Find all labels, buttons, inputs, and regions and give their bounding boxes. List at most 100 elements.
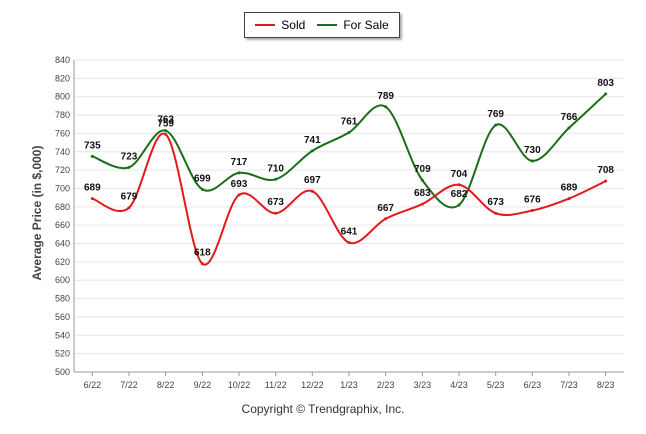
data-label-for-sale: 803 — [597, 78, 614, 89]
x-tick-label: 3/23 — [414, 380, 432, 390]
data-point-sold — [200, 262, 204, 266]
data-point-sold — [457, 183, 461, 187]
copyright: Copyright © Trendgraphix, Inc. — [241, 402, 405, 416]
data-point-sold — [90, 197, 94, 201]
data-point-for-sale — [494, 123, 498, 127]
legend-label-for-sale: For Sale — [343, 18, 389, 32]
data-label-for-sale: 717 — [231, 157, 248, 168]
data-label-sold: 689 — [84, 183, 101, 194]
data-label-sold: 697 — [304, 175, 321, 186]
x-tick-label: 6/22 — [84, 380, 102, 390]
data-point-sold — [494, 211, 498, 215]
data-point-sold — [530, 208, 534, 212]
y-tick-label: 620 — [55, 257, 70, 267]
y-tick-label: 800 — [55, 92, 70, 102]
data-point-for-sale — [310, 149, 314, 153]
data-label-sold: 618 — [194, 248, 211, 259]
x-tick-label: 1/23 — [340, 380, 358, 390]
x-tick-label: 6/23 — [524, 380, 542, 390]
data-label-sold: 679 — [121, 192, 138, 203]
y-tick-label: 700 — [55, 183, 70, 193]
y-tick-label: 660 — [55, 220, 70, 230]
y-tick-label: 780 — [55, 110, 70, 120]
legend-item-for-sale: For Sale — [317, 18, 389, 32]
data-label-sold: 689 — [561, 183, 578, 194]
x-tick-label: 8/23 — [597, 380, 615, 390]
data-label-for-sale: 735 — [84, 140, 101, 151]
y-tick-label: 820 — [55, 73, 70, 83]
x-tick-label: 5/23 — [487, 380, 505, 390]
legend-swatch-sold — [255, 24, 276, 26]
series-line-for-sale — [91, 93, 607, 209]
y-tick-label: 640 — [55, 239, 70, 249]
data-label-for-sale: 769 — [487, 109, 504, 120]
legend-swatch-for-sale — [317, 24, 338, 26]
x-tick-label: 10/22 — [228, 380, 251, 390]
data-point-for-sale — [384, 105, 388, 109]
x-tick-label: 7/23 — [560, 380, 578, 390]
data-label-sold: 641 — [341, 227, 358, 238]
data-label-for-sale: 789 — [377, 91, 394, 102]
data-point-sold — [384, 217, 388, 221]
data-point-for-sale — [457, 203, 461, 207]
data-label-for-sale: 699 — [194, 173, 211, 184]
y-tick-label: 500 — [55, 367, 70, 377]
y-tick-label: 840 — [55, 55, 70, 65]
data-point-sold — [420, 202, 424, 206]
data-label-for-sale: 761 — [341, 116, 358, 127]
legend-item-sold: Sold — [255, 18, 305, 32]
data-label-sold: 704 — [451, 169, 468, 180]
data-point-for-sale — [274, 177, 278, 181]
data-point-for-sale — [237, 171, 241, 175]
y-axis-label: Average Price (in $,000) — [30, 145, 44, 281]
data-point-sold — [604, 179, 608, 183]
data-point-sold — [347, 241, 351, 245]
data-label-sold: 693 — [231, 179, 248, 190]
data-point-sold — [127, 206, 131, 210]
data-point-for-sale — [164, 129, 168, 133]
data-point-for-sale — [420, 178, 424, 182]
x-tick-label: 8/22 — [157, 380, 175, 390]
data-point-sold — [567, 197, 571, 201]
y-tick-label: 680 — [55, 202, 70, 212]
y-tick-label: 600 — [55, 275, 70, 285]
data-label-for-sale: 710 — [267, 163, 284, 174]
y-tick-label: 580 — [55, 294, 70, 304]
x-tick-label: 4/23 — [450, 380, 468, 390]
data-label-for-sale: 682 — [451, 189, 468, 200]
data-label-sold: 673 — [267, 197, 284, 208]
data-label-for-sale: 763 — [157, 115, 174, 126]
data-label-for-sale: 723 — [121, 151, 138, 162]
data-point-for-sale — [127, 165, 131, 169]
data-point-for-sale — [200, 187, 204, 191]
data-label-for-sale: 741 — [304, 135, 321, 146]
series-line-sold — [91, 132, 607, 266]
y-tick-label: 740 — [55, 147, 70, 157]
data-label-sold: 708 — [597, 165, 614, 176]
x-tick-label: 2/23 — [377, 380, 395, 390]
data-point-for-sale — [604, 92, 608, 96]
data-label-sold: 676 — [524, 194, 541, 205]
y-tick-label: 760 — [55, 128, 70, 138]
data-point-sold — [274, 211, 278, 215]
x-tick-label: 12/22 — [301, 380, 324, 390]
data-point-for-sale — [567, 126, 571, 130]
data-label-sold: 673 — [487, 197, 504, 208]
data-point-for-sale — [530, 159, 534, 163]
data-label-sold: 759 — [157, 118, 174, 129]
x-tick-label: 9/22 — [194, 380, 212, 390]
data-label-for-sale: 709 — [414, 164, 431, 175]
data-point-sold — [237, 193, 241, 197]
y-tick-label: 560 — [55, 312, 70, 322]
y-tick-label: 720 — [55, 165, 70, 175]
data-label-for-sale: 730 — [524, 145, 541, 156]
data-point-for-sale — [90, 154, 94, 158]
x-tick-label: 7/22 — [120, 380, 138, 390]
data-point-sold — [164, 132, 168, 136]
data-label-sold: 683 — [414, 188, 431, 199]
data-label-for-sale: 766 — [561, 112, 578, 123]
y-tick-label: 520 — [55, 349, 70, 359]
data-point-sold — [310, 189, 314, 193]
data-point-for-sale — [347, 130, 351, 134]
